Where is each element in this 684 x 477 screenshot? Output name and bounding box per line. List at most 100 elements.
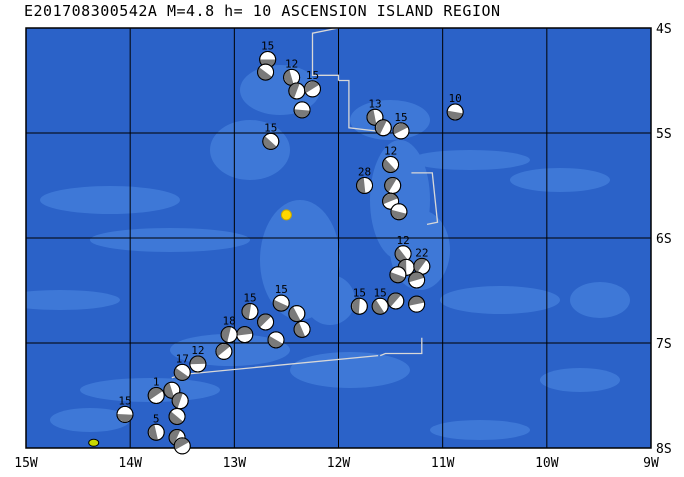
event-depth-label: 12	[191, 344, 204, 357]
y-tick-label: 6S	[656, 232, 672, 247]
beachball-quadrant	[414, 258, 427, 273]
beachball-rim	[163, 381, 181, 399]
focal-mechanism	[168, 408, 186, 425]
focal-mechanism	[288, 305, 306, 323]
event-depth-label: 15	[275, 283, 288, 296]
beachball-quadrant	[288, 82, 300, 99]
beachball-quadrant	[169, 429, 181, 445]
map-frame	[25, 27, 652, 449]
focal-mechanism	[241, 303, 259, 320]
beachball-rim	[387, 292, 405, 310]
beachball-quadrant	[236, 326, 253, 336]
focal-mechanism	[382, 156, 400, 173]
beachball-rim	[374, 119, 392, 137]
beachball-quadrant	[242, 303, 252, 320]
beachball-quadrant	[117, 414, 133, 422]
beachball-rim	[408, 295, 426, 313]
focal-mechanism	[257, 63, 275, 81]
x-tick-label: 13W	[223, 456, 247, 471]
event-depth-label: 12	[396, 234, 409, 247]
focal-mechanism	[387, 292, 405, 310]
beachball-quadrant	[284, 69, 294, 86]
beachball-rim	[389, 266, 407, 284]
beachball-quadrant	[221, 326, 232, 343]
beachball-quadrant	[395, 247, 408, 262]
beachball-rim	[390, 203, 408, 221]
focal-mechanism	[389, 266, 407, 284]
focal-mechanism	[163, 381, 181, 399]
beachball-quadrant	[356, 177, 366, 194]
beachball-rim	[147, 423, 165, 441]
beachball-rim	[257, 313, 275, 331]
event-depth-label: 15	[264, 121, 277, 134]
beachball-quadrant	[294, 322, 306, 338]
beachball-rim	[257, 63, 275, 81]
beachball-quadrant	[408, 272, 425, 283]
beachball-quadrant	[304, 81, 320, 94]
event-depth-label: 15	[394, 111, 407, 124]
beachball-quadrant	[216, 343, 231, 357]
event-depth-label: 17	[176, 352, 189, 365]
focal-mechanism	[288, 82, 306, 100]
beachball-rim	[293, 320, 311, 338]
focal-mechanism	[408, 295, 426, 313]
focal-mechanism	[374, 119, 392, 137]
beachball-quadrant	[174, 367, 189, 381]
focal-mechanism	[392, 122, 410, 140]
beachball-quadrant	[172, 392, 183, 409]
y-tick-label: 4S	[656, 22, 672, 37]
focal-mechanism	[384, 177, 402, 194]
event-depth-label: 15	[261, 40, 274, 53]
focal-mechanism	[356, 177, 374, 194]
event-depth-label: 15	[306, 69, 319, 82]
beachball-quadrant	[366, 109, 377, 126]
focal-mechanism	[293, 320, 311, 338]
focal-mechanism	[350, 297, 368, 315]
event-depth-label: 5	[153, 412, 160, 425]
beachball-quadrant	[149, 424, 158, 441]
event-depth-label: 15	[243, 292, 256, 305]
beachball-rim	[293, 101, 311, 119]
beachball-rim	[173, 437, 191, 455]
beachball-rim	[168, 408, 186, 425]
x-tick-label: 15W	[14, 456, 38, 471]
beachball-rim	[147, 387, 165, 404]
beachball-quadrant	[390, 272, 406, 283]
beachball-quadrant	[382, 193, 398, 205]
beachball-rim	[116, 405, 134, 423]
beachball-rim	[408, 271, 426, 289]
focal-mechanism	[116, 405, 134, 423]
focal-mechanism	[173, 363, 191, 381]
beachball-rim	[350, 297, 368, 315]
x-tick-label: 11W	[431, 456, 455, 471]
beachball-rim	[382, 192, 400, 210]
beachball-rim	[366, 108, 384, 126]
x-tick-label: 10W	[535, 456, 559, 471]
beachball-quadrant	[388, 293, 401, 307]
x-tick-label: 12W	[327, 456, 351, 471]
plate-boundary-segment	[379, 337, 423, 357]
event-depth-label: 10	[449, 92, 462, 105]
y-tick-label: 7S	[656, 337, 672, 352]
event-depth-label: 1	[153, 376, 160, 389]
focal-mechanism	[446, 103, 464, 121]
beachball-rim	[173, 363, 191, 381]
event-depth-label: 22	[415, 246, 428, 259]
beachball-quadrant	[148, 387, 163, 400]
beachball-rim	[189, 355, 207, 373]
beachball-quadrant	[372, 299, 385, 315]
focal-mechanism	[262, 132, 280, 150]
focal-mechanism	[189, 355, 207, 373]
focal-mechanism	[173, 437, 191, 455]
event-depth-label: 12	[384, 145, 397, 158]
beachball-quadrant	[189, 356, 206, 365]
beachball-rim	[382, 156, 400, 173]
beachball-quadrant	[268, 335, 283, 348]
beachball-rim	[288, 305, 306, 323]
beachball-quadrant	[294, 109, 310, 118]
event-depth-label: 15	[374, 286, 387, 299]
beachball-quadrant	[382, 158, 396, 173]
beachball-quadrant	[408, 296, 425, 306]
